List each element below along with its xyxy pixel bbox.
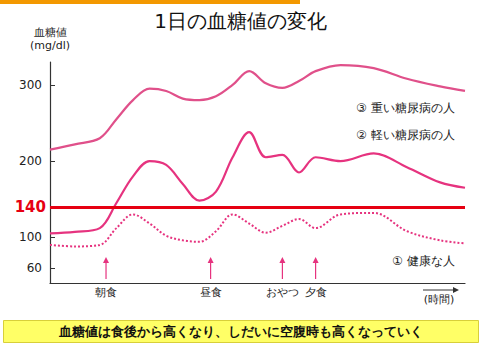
svg-text:夕食: 夕食 [305,286,327,299]
svg-text:100: 100 [19,230,42,244]
svg-text:1日の血糖値の変化: 1日の血糖値の変化 [154,9,327,33]
svg-text:300: 300 [19,78,42,92]
svg-text:(mg/dl): (mg/dl) [30,39,70,52]
svg-text:200: 200 [19,154,42,168]
svg-text:(時間): (時間) [424,293,455,306]
svg-text:血糖値は食後から高くなり、しだいに空腹時も高くなっていく: 血糖値は食後から高くなり、しだいに空腹時も高くなっていく [58,324,423,339]
svg-text:60: 60 [27,261,42,275]
svg-text:① 健康な人: ① 健康な人 [392,254,455,268]
svg-text:140: 140 [15,198,46,216]
svg-text:朝食: 朝食 [95,286,117,299]
svg-text:血糖値: 血糖値 [34,26,67,39]
svg-text:③ 重い糖尿病の人: ③ 重い糖尿病の人 [356,101,455,115]
svg-text:昼食: 昼食 [200,286,222,299]
svg-text:② 軽い糖尿病の人: ② 軽い糖尿病の人 [356,128,455,142]
svg-text:おやつ: おやつ [266,286,299,299]
